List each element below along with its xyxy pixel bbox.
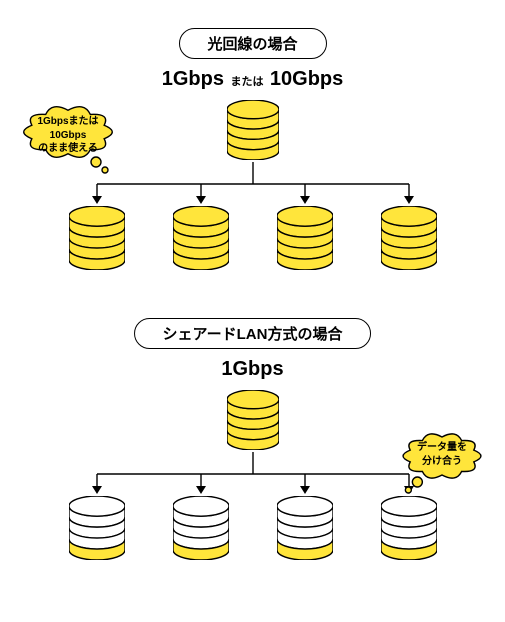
db-cylinder-icon — [69, 206, 125, 270]
db-cylinder-icon — [277, 496, 333, 560]
db-cylinder-icon — [381, 496, 437, 560]
cloud-text: データ量を 分け合う — [398, 441, 486, 468]
db-cylinder-icon — [277, 206, 333, 270]
db-cylinder-icon — [227, 390, 279, 450]
db-cylinder-icon — [381, 206, 437, 270]
db-cylinder-icon — [173, 496, 229, 560]
speech-cloud: 1Gbpsまたは 10Gbps のまま使える — [18, 100, 118, 178]
db-cylinder-icon — [173, 206, 229, 270]
speech-cloud: データ量を 分け合う — [398, 428, 486, 498]
db-cylinder-icon — [227, 100, 279, 160]
cloud-text: 1Gbpsまたは 10Gbps のまま使える — [18, 115, 118, 156]
db-cylinder-icon — [69, 496, 125, 560]
